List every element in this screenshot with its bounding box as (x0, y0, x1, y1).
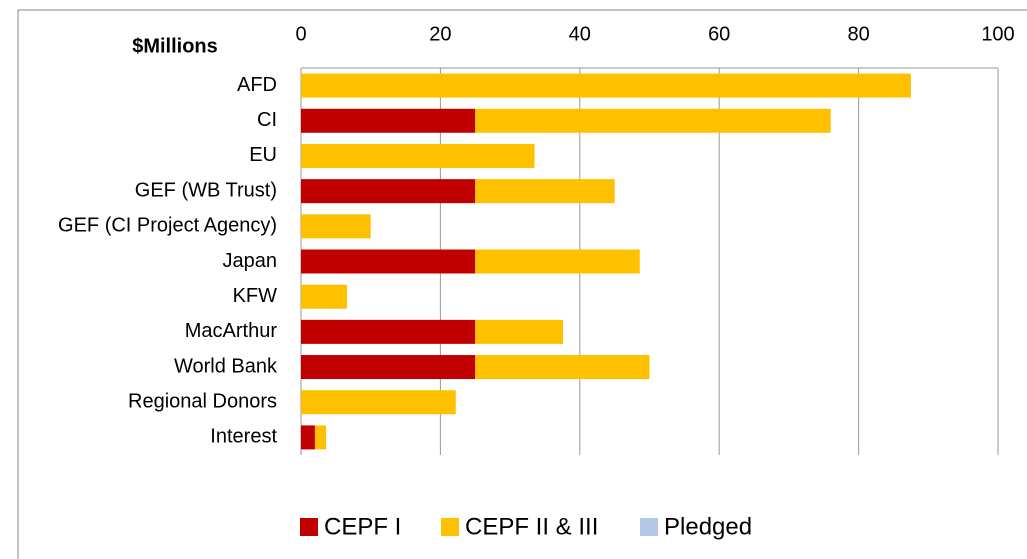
y-tick-label: AFD (237, 74, 277, 96)
chart-frame (17, 9, 1027, 559)
x-tick-label: 20 (429, 23, 451, 45)
y-tick-label: EU (249, 144, 277, 166)
legend-swatch (441, 518, 459, 536)
bar-segment (475, 108, 831, 133)
x-tick-label: 60 (708, 23, 730, 45)
bar-segment (301, 108, 476, 133)
bar-segment (314, 425, 327, 450)
y-tick-label: Regional Donors (128, 391, 277, 413)
bar-segment (301, 355, 476, 380)
y-tick-label: Interest (210, 426, 277, 448)
x-tick-label: 40 (569, 23, 591, 45)
y-tick-label: MacArthur (185, 320, 278, 342)
legend-swatch (640, 518, 658, 536)
legend-label: CEPF I (324, 513, 401, 540)
bar-segment (301, 179, 476, 204)
y-tick-label: KFW (233, 285, 278, 307)
bar-segment (301, 214, 371, 239)
y-tick-label: World Bank (174, 355, 278, 377)
bar-segment (301, 73, 911, 98)
legend-swatch (300, 518, 318, 536)
y-tick-label: GEF (CI Project Agency) (58, 215, 277, 237)
bar-segment (475, 355, 650, 380)
bar-segment (301, 284, 348, 309)
legend-label: Pledged (664, 513, 752, 540)
bar-segment (475, 319, 564, 344)
bar-segment (301, 249, 476, 274)
bar-segment (301, 425, 315, 450)
bar-segment (301, 143, 535, 168)
y-tick-label: Japan (223, 250, 278, 272)
y-tick-label: GEF (WB Trust) (135, 179, 277, 201)
bar-segment (301, 390, 456, 415)
bar-segment (301, 319, 476, 344)
x-tick-label: 0 (295, 23, 306, 45)
x-tick-label: 80 (847, 23, 869, 45)
bar-segment (475, 179, 615, 204)
bar-segment (475, 249, 640, 274)
y-tick-label: CI (257, 109, 277, 131)
axis-label: $Millions (132, 35, 218, 57)
legend-label: CEPF II & III (465, 513, 598, 540)
x-tick-label: 100 (981, 23, 1014, 45)
